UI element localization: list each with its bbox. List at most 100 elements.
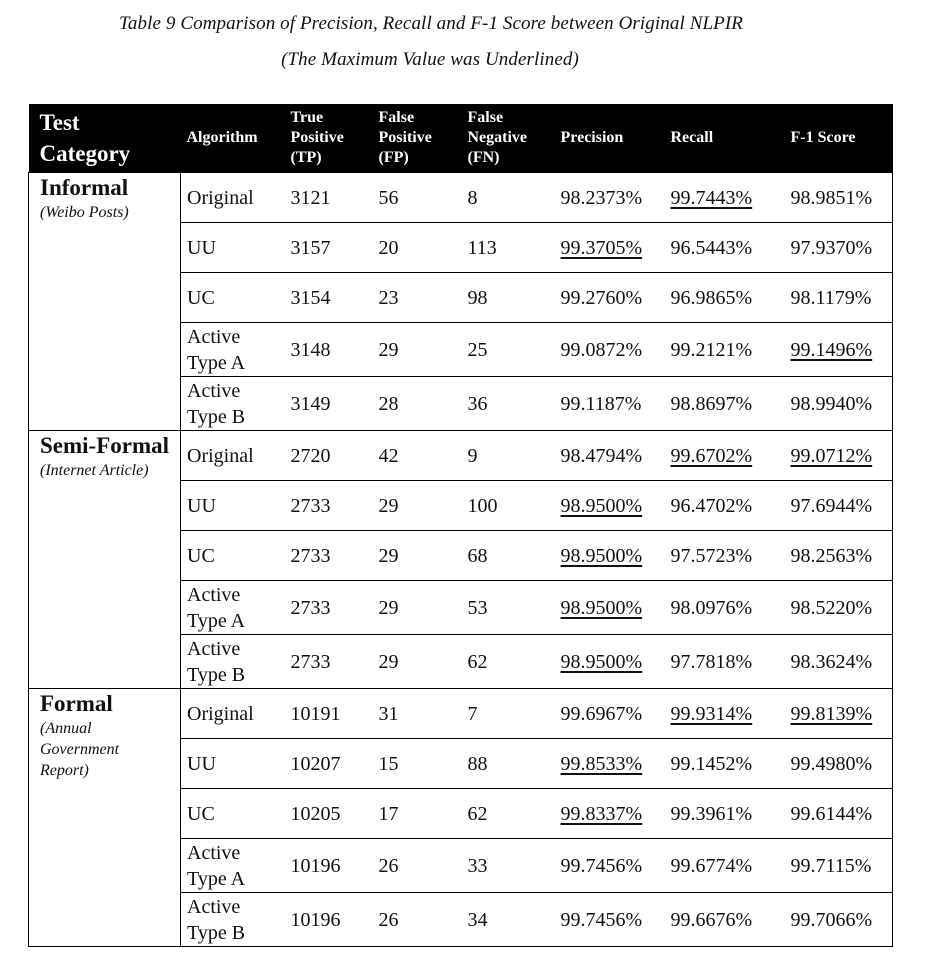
recall-value: 97.7818% xyxy=(670,650,753,673)
table-row: Semi-Formal (Internet Article) Original 272… xyxy=(28,430,893,689)
fp-value: 26 xyxy=(378,908,399,931)
fn-value: 113 xyxy=(467,236,497,259)
tp-value: 10196 xyxy=(290,908,341,931)
recall-cell: 97.5723% xyxy=(664,530,785,581)
precision-value: 99.1187% xyxy=(560,392,642,415)
fp-cell: 28 xyxy=(372,376,462,431)
table-row: UU 2733 29 100 98.9500% 96.4702% 97.6944% xyxy=(29,480,893,531)
tp-cell: 2720 xyxy=(284,430,373,481)
precision-value: 98.2373% xyxy=(560,186,643,209)
fp-cell: 56 xyxy=(372,172,462,223)
fn-value: 34 xyxy=(467,908,488,931)
table-row: UC 3154 23 98 99.2760% 96.9865% 98.1179% xyxy=(29,272,893,323)
fp-cell: 29 xyxy=(372,530,462,581)
category-source: (Weibo Posts) xyxy=(40,204,129,221)
tp-cell: 3154 xyxy=(284,272,373,323)
precision-cell: 99.7456% xyxy=(554,892,665,947)
f1-value: 98.5220% xyxy=(790,596,873,619)
tp-value: 2720 xyxy=(290,444,331,467)
precision-value: 99.8533% xyxy=(560,752,643,775)
tp-value: 3154 xyxy=(290,286,331,309)
algorithm-cell: Active Type A xyxy=(180,580,285,635)
fn-cell: 34 xyxy=(461,892,555,947)
tp-cell: 10196 xyxy=(284,892,373,947)
fn-value: 36 xyxy=(467,392,488,415)
f1-cell: 99.6144% xyxy=(784,788,893,839)
fn-value: 25 xyxy=(467,338,488,361)
fp-cell: 23 xyxy=(372,272,462,323)
f1-value: 99.7115% xyxy=(790,854,872,877)
header-precision: Precision xyxy=(554,104,665,173)
precision-value: 98.9500% xyxy=(560,596,643,619)
fn-cell: 113 xyxy=(461,222,555,273)
recall-value: 99.6676% xyxy=(670,908,753,931)
precision-value: 99.7456% xyxy=(560,908,643,931)
table-row: Active Type A 10196 26 33 99.7456% 99.6774% 99… xyxy=(29,838,893,893)
fp-cell: 15 xyxy=(372,738,462,789)
header-recall: Recall xyxy=(664,104,785,173)
f1-value: 98.2563% xyxy=(790,544,873,567)
precision-value: 98.9500% xyxy=(560,544,643,567)
tp-value: 3148 xyxy=(290,338,331,361)
recall-value: 98.0976% xyxy=(670,596,753,619)
precision-value: 99.8337% xyxy=(560,802,643,825)
fp-cell: 42 xyxy=(372,430,462,481)
fn-cell: 88 xyxy=(461,738,555,789)
fp-cell: 29 xyxy=(372,322,462,377)
precision-value: 98.4794% xyxy=(560,444,643,467)
fn-cell: 68 xyxy=(461,530,555,581)
fn-value: 98 xyxy=(467,286,488,309)
category-cell: Semi-Formal (Internet Article) xyxy=(28,430,181,689)
f1-cell: 98.9851% xyxy=(784,172,893,223)
f1-cell: 99.1496% xyxy=(784,322,893,377)
tp-value: 2733 xyxy=(290,596,331,619)
tp-value: 10196 xyxy=(290,854,341,877)
recall-cell: 99.6774% xyxy=(664,838,785,893)
tp-value: 10207 xyxy=(290,752,341,775)
tp-value: 2733 xyxy=(290,494,331,517)
fn-cell: 98 xyxy=(461,272,555,323)
precision-value: 99.0872% xyxy=(560,338,643,361)
recall-value: 96.4702% xyxy=(670,494,753,517)
recall-cell: 99.3961% xyxy=(664,788,785,839)
recall-cell: 99.9314% xyxy=(664,688,785,739)
header-algorithm: Algorithm xyxy=(180,104,285,173)
fp-value: 56 xyxy=(378,186,399,209)
f1-value: 99.4980% xyxy=(790,752,873,775)
tp-value: 3121 xyxy=(290,186,331,209)
fn-cell: 100 xyxy=(461,480,555,531)
f1-cell: 99.7066% xyxy=(784,892,893,947)
f1-cell: 97.6944% xyxy=(784,480,893,531)
tp-cell: 10205 xyxy=(284,788,373,839)
category-cell: Formal (Annual Government Report) xyxy=(28,688,181,947)
f1-cell: 98.5220% xyxy=(784,580,893,635)
fn-value: 9 xyxy=(467,444,478,467)
fn-cell: 33 xyxy=(461,838,555,893)
fn-cell: 25 xyxy=(461,322,555,377)
category-cell: Informal (Weibo Posts) xyxy=(28,172,181,431)
precision-cell: 99.8533% xyxy=(554,738,665,789)
fn-value: 8 xyxy=(467,186,478,209)
algorithm-cell: UC xyxy=(180,788,285,839)
algorithm-cell: Active Type A xyxy=(180,838,285,893)
fn-value: 7 xyxy=(467,702,478,725)
recall-value: 96.5443% xyxy=(670,236,753,259)
f1-cell: 99.8139% xyxy=(784,688,893,739)
fp-value: 17 xyxy=(378,802,399,825)
recall-cell: 96.9865% xyxy=(664,272,785,323)
table-row: Active Type B 2733 29 62 98.9500% 97.7818% 98.… xyxy=(29,634,893,689)
fn-cell: 62 xyxy=(461,788,555,839)
tp-value: 2733 xyxy=(290,544,331,567)
precision-cell: 99.3705% xyxy=(554,222,665,273)
recall-cell: 96.5443% xyxy=(664,222,785,273)
category-name: Semi-Formal xyxy=(40,433,170,458)
algorithm-cell: UU xyxy=(180,738,285,789)
algorithm-cell: Active Type B xyxy=(180,634,285,689)
fp-value: 29 xyxy=(378,596,399,619)
f1-cell: 98.1179% xyxy=(784,272,893,323)
recall-cell: 99.1452% xyxy=(664,738,785,789)
recall-value: 99.3961% xyxy=(670,802,753,825)
recall-value: 96.9865% xyxy=(670,286,753,309)
f1-value: 97.9370% xyxy=(790,236,873,259)
category-source: (Internet Article) xyxy=(40,462,149,479)
